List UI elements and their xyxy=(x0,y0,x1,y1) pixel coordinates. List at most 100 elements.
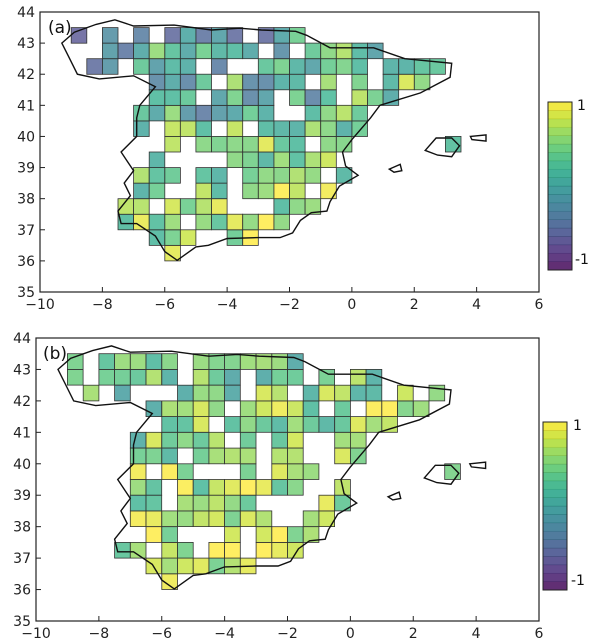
colorbar-segment xyxy=(543,531,567,540)
heatmap-cell xyxy=(208,400,225,417)
colorbar-segment xyxy=(543,581,567,591)
heatmap-cell xyxy=(114,368,131,386)
heatmap-cell xyxy=(98,368,116,386)
heatmap-cell xyxy=(67,368,84,386)
heatmap-cell xyxy=(192,384,210,402)
heatmap-cell xyxy=(239,416,257,433)
colorbar-min-label-a: -1 xyxy=(575,252,589,268)
colorbar-segment xyxy=(548,219,572,229)
heatmap-cell xyxy=(349,416,367,433)
heatmap-cell xyxy=(273,42,290,60)
heatmap-cell xyxy=(289,198,306,215)
heatmap-cell xyxy=(304,42,322,60)
heatmap-cell xyxy=(273,213,290,231)
panel-label-a: (a) xyxy=(48,18,72,38)
heatmap-cell xyxy=(86,58,103,75)
heatmap-cell xyxy=(320,120,337,137)
heatmap-cell xyxy=(239,510,257,527)
heatmap-cell xyxy=(208,447,225,465)
heatmap-cell xyxy=(302,510,320,527)
heatmap-cell xyxy=(257,120,275,137)
y-tick-label: 41 xyxy=(13,425,31,441)
heatmap-cell xyxy=(304,58,322,75)
x-axis-ticks-b: −10 −8 −6 −4 −2 0 2 4 6 xyxy=(21,616,544,641)
heatmap-cell xyxy=(208,431,225,449)
heatmap-cell xyxy=(98,353,116,370)
colorbar-segment xyxy=(543,438,567,448)
heatmap-cell xyxy=(273,167,290,184)
heatmap-cell xyxy=(320,89,337,106)
x-tick-label: −2 xyxy=(277,626,298,641)
heatmap-cell xyxy=(334,384,351,402)
heatmap-cell xyxy=(289,89,306,106)
heatmap-cell xyxy=(271,368,288,386)
x-tick-label: −4 xyxy=(214,626,235,641)
heatmap-cell xyxy=(177,479,194,496)
heatmap-cell xyxy=(242,213,259,231)
x-tick-label: 4 xyxy=(472,626,481,641)
heatmap-cell xyxy=(179,229,197,246)
colorbar-segment xyxy=(543,539,567,549)
heatmap-cell xyxy=(177,463,194,480)
heatmap-cell xyxy=(255,542,273,559)
heatmap-cell xyxy=(287,542,304,559)
heatmap-cell xyxy=(412,400,430,417)
heatmap-cell xyxy=(145,431,163,449)
colorbar-segment xyxy=(548,102,572,111)
heatmap-cell xyxy=(164,213,181,231)
y-axis-ticks-b: 35 36 37 38 39 40 41 42 43 44 xyxy=(13,331,41,630)
heatmap-cell xyxy=(226,120,244,137)
heatmap-cell xyxy=(413,73,431,91)
heatmap-cell xyxy=(255,384,273,402)
heatmap-cell xyxy=(192,479,210,496)
heatmap-cell xyxy=(195,167,212,184)
heatmap-cell xyxy=(334,416,351,433)
heatmap-cell xyxy=(257,73,275,91)
heatmap-cell xyxy=(382,73,400,91)
heatmap-cell xyxy=(117,42,135,60)
heatmap-cell xyxy=(289,120,306,137)
heatmap-cell xyxy=(242,42,259,60)
colorbar-segment xyxy=(548,177,572,187)
heatmap-cell xyxy=(226,73,244,91)
heatmap-cell xyxy=(145,353,163,370)
heatmap-cell xyxy=(257,151,275,169)
heatmap-cell xyxy=(148,213,166,231)
colorbar-segment xyxy=(548,186,572,195)
heatmap-cell xyxy=(239,494,257,512)
heatmap-cell xyxy=(304,120,322,137)
colorbar-segment xyxy=(548,253,572,262)
heatmap-cell xyxy=(351,73,368,91)
heatmap-cell xyxy=(129,510,147,527)
x-tick-label: −8 xyxy=(89,626,110,641)
colorbar-segment xyxy=(543,489,567,498)
heatmap-cell xyxy=(257,167,275,184)
heatmap-cell xyxy=(179,198,197,215)
heatmap-cell xyxy=(192,416,210,433)
x-tick-label: 4 xyxy=(472,297,481,313)
heatmap-cell xyxy=(211,58,228,75)
heatmap-cell xyxy=(242,135,259,153)
heatmap-cell xyxy=(179,104,197,122)
heatmap-cell xyxy=(129,479,147,496)
colorbar-min-label-b: -1 xyxy=(571,573,585,589)
heatmap-cell xyxy=(164,104,181,122)
heatmap-cell xyxy=(102,42,119,60)
heatmap-cell xyxy=(334,431,351,449)
heatmap-cell xyxy=(287,368,304,386)
heatmap-cell xyxy=(164,198,181,215)
heatmap-cell xyxy=(239,400,257,417)
heatmap-cell xyxy=(195,120,212,137)
heatmap-cell xyxy=(129,431,147,449)
heatmap-cell xyxy=(224,510,241,527)
heatmap-cell xyxy=(164,229,181,246)
y-tick-label: 36 xyxy=(13,583,31,599)
heatmap-cell xyxy=(242,167,259,184)
heatmap-cell xyxy=(273,73,290,91)
heatmap-cell xyxy=(177,542,194,559)
heatmap-cell xyxy=(273,198,290,215)
colorbar-segment xyxy=(543,472,567,482)
heatmap-cell xyxy=(133,42,150,60)
colorbar-segment xyxy=(548,160,572,170)
heatmap-cell xyxy=(382,58,400,75)
